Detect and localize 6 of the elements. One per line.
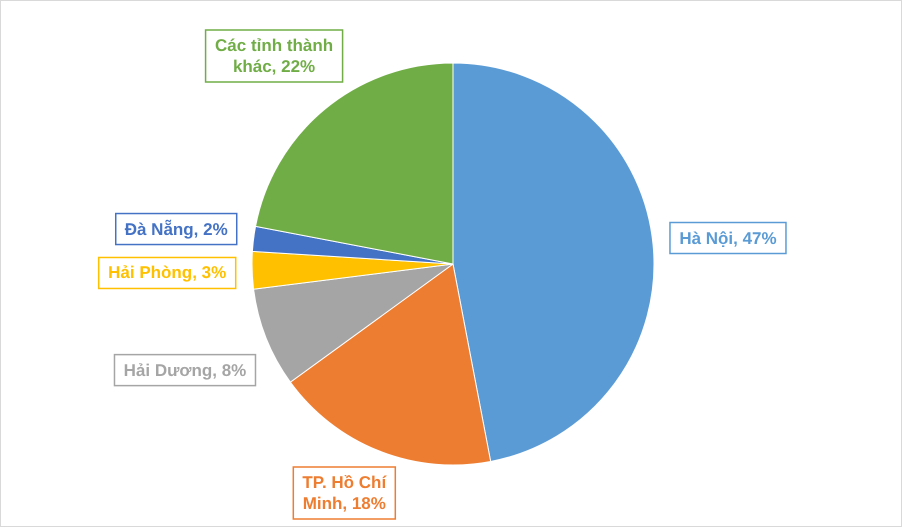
slice-label: Đà Nẵng, 2% <box>124 218 229 240</box>
slice-label: Hải Dương, 8% <box>122 360 248 381</box>
slice-label: Các tỉnh thành khác, 22% <box>214 35 334 77</box>
slice-label: TP. Hồ Chí Minh, 18% <box>301 472 388 514</box>
slice-label: Hà Nội, 47% <box>678 228 778 248</box>
slice-label: Hải Phòng, 3% <box>107 262 228 284</box>
